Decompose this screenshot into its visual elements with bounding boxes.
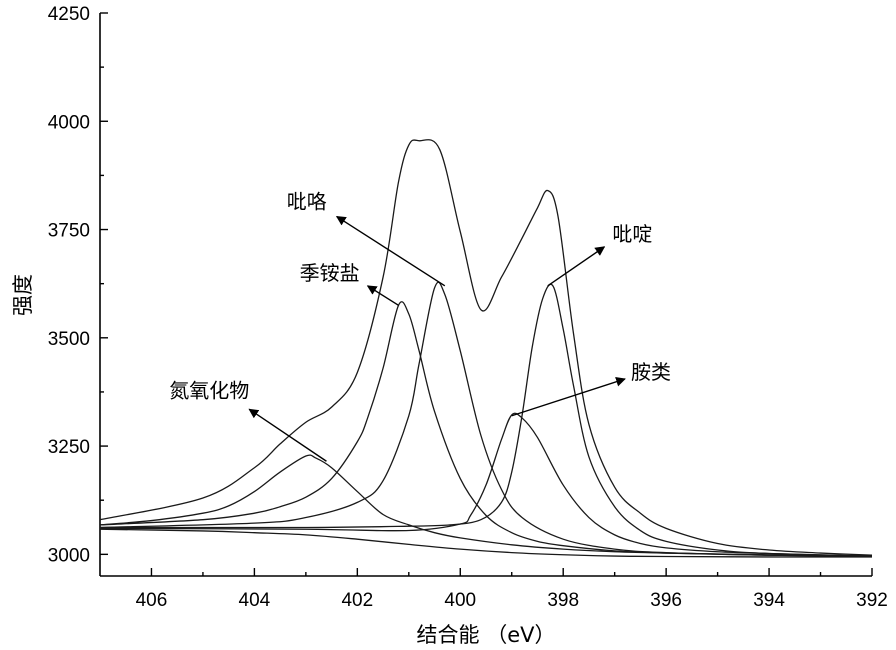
annotation-arrow <box>248 408 327 462</box>
y-tick-label: 3500 <box>48 329 90 350</box>
annotation-arrow <box>366 285 399 306</box>
annotation-arrow <box>547 246 606 287</box>
x-tick-label: 404 <box>239 590 271 611</box>
y-tick-label: 3250 <box>48 437 90 458</box>
x-axis-title: 结合能 （eV） <box>417 623 556 647</box>
y-axis-title: 强度 <box>11 274 35 316</box>
x-tick-label: 394 <box>753 590 785 611</box>
annotation-arrow <box>511 377 626 417</box>
annotation-label: 季铵盐 <box>300 261 360 285</box>
envelope-curve <box>99 139 873 556</box>
x-tick-label: 398 <box>547 590 579 611</box>
x-tick-label: 402 <box>341 590 373 611</box>
baseline-curve <box>99 528 873 558</box>
peak-curve-pyridine <box>99 283 873 557</box>
x-tick-label: 396 <box>650 590 682 611</box>
series-curves <box>99 139 873 558</box>
annotation-label: 吡啶 <box>612 222 652 246</box>
axis-ticks: 406 404 402 400 398 396 394 392 3000 3250 3500 3750… <box>48 4 888 611</box>
annotation-label: 吡咯 <box>287 190 327 214</box>
peak-curve-amine <box>99 412 873 557</box>
annotation-arrow <box>335 215 446 287</box>
y-tick-label: 4000 <box>48 112 90 133</box>
y-tick-label: 3750 <box>48 221 90 242</box>
x-tick-label: 406 <box>136 590 168 611</box>
x-tick-label: 392 <box>856 590 888 611</box>
peak-curve-quaternary <box>99 301 873 557</box>
annotation-label: 氮氧化物 <box>169 378 249 402</box>
x-tick-label: 400 <box>444 590 476 611</box>
peak-curve-pyrrole <box>99 281 873 558</box>
peak-curve-n-oxide <box>99 454 873 557</box>
y-tick-label: 4250 <box>48 4 90 25</box>
y-tick-label: 3000 <box>48 545 90 566</box>
annotation-label: 胺类 <box>631 360 671 384</box>
gridless-plot-frame <box>99 13 872 577</box>
